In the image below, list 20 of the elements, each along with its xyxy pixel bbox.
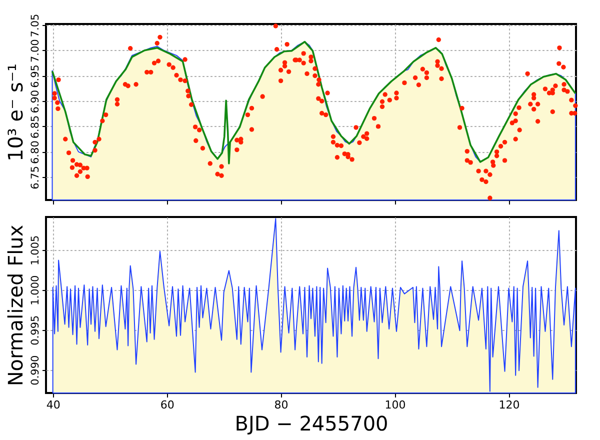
x-tick-label: 100: [384, 398, 406, 412]
y-tick-label: 7.00: [30, 39, 42, 63]
y-tick-label: 6.90: [30, 90, 42, 114]
x-tick-label: 120: [498, 398, 520, 412]
y-tick-label: 1.005: [30, 235, 42, 266]
x-tick-label: 60: [160, 398, 174, 412]
y-tick-label: 7.05: [30, 14, 42, 38]
x-tick-label: 40: [46, 398, 60, 412]
y-axis-title: Normalized Flux: [4, 224, 28, 386]
line-series: [51, 40, 576, 164]
y-tick-label: 0.995: [30, 315, 42, 346]
y-tick-label: 6.85: [30, 115, 42, 139]
x-axis-title: BJD − 2455700: [234, 412, 388, 436]
y-axis-title: 10³ e⁻ s⁻¹: [4, 63, 28, 162]
x-tick-label: 80: [274, 398, 288, 412]
y-tick-label: 1.000: [30, 275, 42, 306]
y-tick-label: 6.80: [30, 140, 42, 164]
y-tick-label: 0.990: [30, 355, 42, 386]
y-tick-label: 6.95: [30, 64, 42, 88]
y-tick-label: 6.75: [30, 166, 42, 190]
